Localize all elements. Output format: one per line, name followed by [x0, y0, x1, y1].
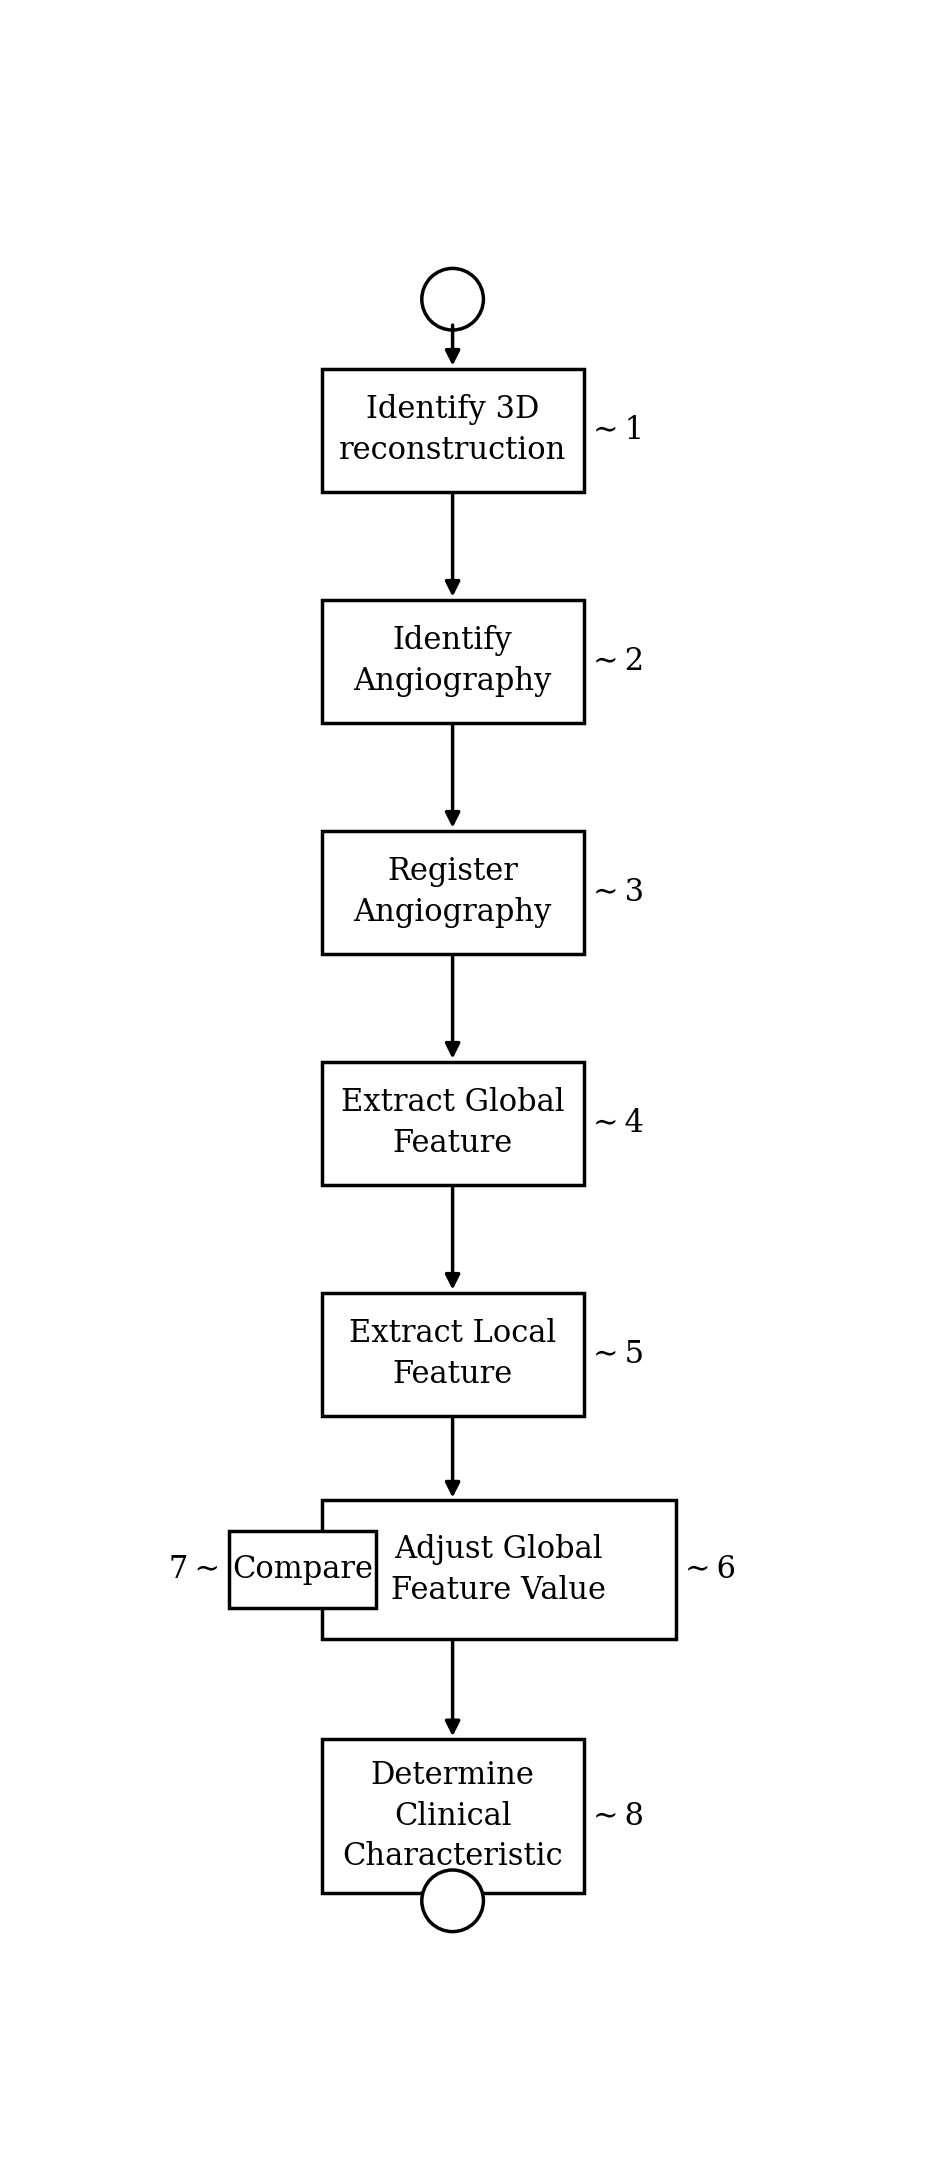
Text: ∼ 8: ∼ 8	[592, 1800, 643, 1833]
Circle shape	[422, 1870, 483, 1931]
Bar	[322, 368, 583, 492]
Bar	[322, 1501, 675, 1639]
Text: Determine
Clinical
Characteristic: Determine Clinical Characteristic	[342, 1761, 563, 1872]
Text: ∼ 5: ∼ 5	[592, 1338, 644, 1371]
Bar	[322, 599, 583, 723]
Text: ∼ 2: ∼ 2	[592, 645, 644, 678]
Text: Identify 3D
reconstruction: Identify 3D reconstruction	[339, 394, 565, 466]
Bar	[322, 1061, 583, 1185]
Circle shape	[422, 268, 483, 329]
Text: ∼ 3: ∼ 3	[592, 876, 644, 909]
Text: Compare: Compare	[231, 1554, 372, 1584]
Text: 7 ∼: 7 ∼	[169, 1554, 220, 1584]
Text: ∼ 4: ∼ 4	[592, 1107, 643, 1140]
Text: ∼ 1: ∼ 1	[592, 414, 644, 447]
Bar	[322, 830, 583, 954]
Text: Extract Global
Feature: Extract Global Feature	[341, 1087, 564, 1159]
Text: Identify
Angiography: Identify Angiography	[353, 625, 551, 697]
Text: ∼ 6: ∼ 6	[684, 1554, 735, 1584]
Bar	[322, 1739, 583, 1894]
Text: Adjust Global
Feature Value: Adjust Global Feature Value	[391, 1534, 605, 1606]
Text: Register
Angiography: Register Angiography	[353, 856, 551, 928]
Text: Extract Local
Feature: Extract Local Feature	[348, 1318, 556, 1390]
Bar	[322, 1292, 583, 1416]
Bar	[229, 1532, 375, 1608]
